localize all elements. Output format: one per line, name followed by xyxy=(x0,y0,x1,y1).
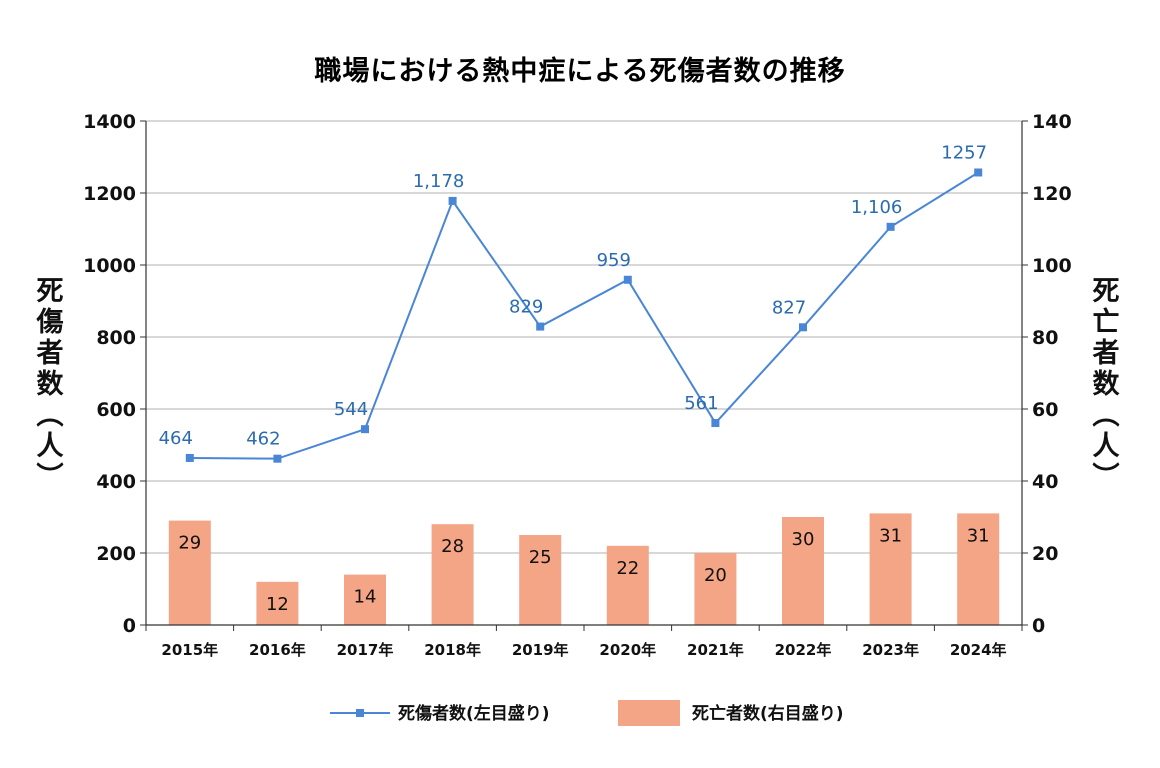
legend-bar-swatch xyxy=(618,700,680,726)
line-data-label: 959 xyxy=(597,250,631,271)
chart-title: 職場における熱中症による死傷者数の推移 xyxy=(314,56,845,87)
legend: 死傷者数(左目盛り) 死亡者数(右目盛り) xyxy=(330,700,844,726)
line-data-label: 829 xyxy=(509,297,543,318)
series-line xyxy=(189,171,979,460)
axes: 0 0 200 20 400 40 600 60 800 80 1000 100 1200 120 1400… xyxy=(83,111,1072,659)
y-tick-label-right: 120 xyxy=(1032,183,1072,205)
line-data-label: 544 xyxy=(334,399,368,420)
bar xyxy=(606,545,649,625)
bar xyxy=(519,535,562,625)
bar xyxy=(431,524,474,625)
bar-data-label: 31 xyxy=(879,525,902,546)
line-point xyxy=(711,419,720,428)
y-tick-label-left: 1400 xyxy=(83,111,136,133)
bar-data-label: 12 xyxy=(266,594,289,615)
bar-data-label: 14 xyxy=(354,587,377,608)
line-data-label: 462 xyxy=(246,429,280,450)
line-data-label: 827 xyxy=(772,297,806,318)
bar-data-label: 31 xyxy=(967,525,990,546)
bar-data-label: 29 xyxy=(178,533,201,554)
y-tick-label-right: 100 xyxy=(1032,255,1072,277)
y-tick-label-left: 200 xyxy=(96,543,136,565)
legend-line-label: 死傷者数(左目盛り) xyxy=(398,703,550,724)
x-tick-label: 2017年 xyxy=(337,641,394,659)
line-data-label: 1,106 xyxy=(851,197,903,218)
line-point xyxy=(974,168,983,177)
bar xyxy=(782,517,824,625)
axis-title-text: 死亡者数︵人︶ xyxy=(1093,276,1121,493)
y-tick-label-left: 800 xyxy=(96,327,136,349)
line-point xyxy=(536,322,545,331)
legend-bar-label: 死亡者数(右目盛り) xyxy=(692,703,844,724)
line-point xyxy=(448,196,457,205)
bar xyxy=(168,520,211,625)
axis-title-text: 死傷者数︵人︶ xyxy=(36,276,65,493)
y-tick-label-left: 1000 xyxy=(83,255,136,277)
line-data-label: 561 xyxy=(684,393,718,414)
y-tick-label-left: 400 xyxy=(96,471,136,493)
y-tick-label-right: 40 xyxy=(1032,471,1058,493)
bar-data-label: 22 xyxy=(616,558,639,579)
bar xyxy=(957,513,1000,625)
bar xyxy=(869,513,912,625)
bar-series: 29 12 14 28 25 22 20 30 31 31 xyxy=(168,513,1000,625)
x-tick-label: 2018年 xyxy=(424,641,481,659)
gridlines xyxy=(146,120,1022,626)
x-tick-label: 2024年 xyxy=(950,641,1007,659)
x-tick-label: 2023年 xyxy=(862,641,919,659)
line-point xyxy=(185,453,194,462)
x-tick-label: 2019年 xyxy=(512,641,569,659)
line-point xyxy=(886,222,895,231)
line-series: 464 462 544 1,178 829 959 561 827 1,106 1257 xyxy=(159,142,987,463)
bar-data-label: 20 xyxy=(704,565,727,586)
y-tick-label-right: 20 xyxy=(1032,543,1058,565)
y-axis-right-label: 死亡者数︵人︶ xyxy=(1093,276,1121,493)
bar xyxy=(256,581,299,625)
line-point xyxy=(623,275,632,284)
bar xyxy=(344,574,386,625)
line-point xyxy=(361,425,369,434)
y-tick-label-left: 600 xyxy=(96,399,136,421)
line-point xyxy=(273,454,282,463)
line-data-label: 464 xyxy=(159,428,193,449)
y-tick-label-left: 0 xyxy=(123,615,136,637)
line-data-label: 1,178 xyxy=(413,171,465,192)
line-point xyxy=(799,323,807,332)
y-tick-label-right: 60 xyxy=(1032,399,1058,421)
legend-line-marker xyxy=(356,709,364,717)
bar-data-label: 28 xyxy=(441,536,464,557)
bar-data-label: 30 xyxy=(792,529,815,550)
y-tick-label-right: 0 xyxy=(1032,615,1045,637)
line-data-label: 1257 xyxy=(941,142,987,163)
y-axis-left-label: 死傷者数︵人︶ xyxy=(36,276,65,493)
x-tick-label: 2015年 xyxy=(161,641,218,659)
bar xyxy=(694,553,737,625)
y-tick-label-left: 1200 xyxy=(83,183,136,205)
x-tick-label: 2022年 xyxy=(775,641,832,659)
x-tick-label: 2020年 xyxy=(599,641,656,659)
bar-data-label: 25 xyxy=(529,547,552,568)
y-tick-label-right: 80 xyxy=(1032,327,1058,349)
x-tick-label: 2021年 xyxy=(687,641,744,659)
x-tick-label: 2016年 xyxy=(249,641,306,659)
y-tick-label-right: 140 xyxy=(1032,111,1072,133)
